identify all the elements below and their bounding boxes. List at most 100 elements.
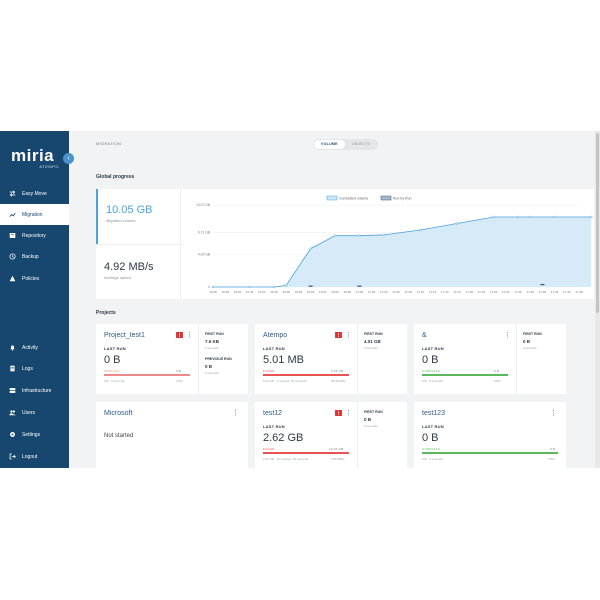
status-badge: COMPLETE bbox=[422, 369, 441, 373]
kebab-menu-icon[interactable]: ⋮ bbox=[550, 410, 557, 417]
toggle-objects[interactable]: OBJECTS bbox=[351, 142, 371, 146]
cumulated-point bbox=[419, 228, 422, 232]
sidebar-item-infrastructure[interactable]: Infrastructure bbox=[0, 380, 69, 401]
run-progress-fill bbox=[104, 374, 190, 376]
status-badge: FAILED bbox=[263, 447, 275, 451]
last-run-value: 0 B bbox=[422, 354, 439, 366]
kebab-menu-icon[interactable]: ⋮ bbox=[345, 332, 352, 339]
project-card[interactable]: & ⋮ LAST RUN 0 B COMPLETE 0 B 0 B · 0 se… bbox=[414, 324, 566, 394]
x-tick-label: 17:34 bbox=[563, 290, 571, 294]
x-tick-label: 16:48 bbox=[282, 290, 290, 294]
status-volume: 10.07 GB bbox=[329, 447, 344, 451]
x-tick-label: 17:06 bbox=[392, 290, 400, 294]
toggle-volume[interactable]: VOLUME bbox=[314, 140, 345, 149]
first-run-duration: 0 seconds bbox=[523, 346, 537, 350]
x-tick-label: 17:22 bbox=[490, 290, 498, 294]
run-progress-fill bbox=[263, 452, 349, 454]
x-tick-label: 16:38 bbox=[221, 290, 229, 294]
project-card[interactable]: test123 ⋮ LAST RUN 0 B COMPLETE 0 B 0 B … bbox=[414, 402, 566, 468]
x-tick-label: 16:40 bbox=[234, 290, 242, 294]
volume-objects-toggle[interactable]: VOLUME OBJECTS bbox=[313, 139, 379, 150]
project-card[interactable]: test12 ⋮ LAST RUN 2.62 GB FAILED 10.07 G… bbox=[255, 402, 407, 468]
project-card[interactable]: Atempo ⋮ LAST RUN 5.01 MB FAILED 5.01 KB… bbox=[255, 324, 407, 394]
progress-stats: 10.05 GB Migrated volume 4.92 MB/s Avera… bbox=[96, 189, 181, 299]
x-tick-label: 17:24 bbox=[502, 290, 510, 294]
status-badge: COMPLETE bbox=[422, 447, 441, 451]
project-card[interactable]: Project_test1 ⋮ LAST RUN 0 B WARNING 0 B… bbox=[96, 324, 248, 394]
sidebar-item-logs[interactable]: Logs bbox=[0, 358, 69, 379]
first-run-label: FIRST RUN bbox=[523, 332, 542, 336]
first-run-label: FIRST RUN bbox=[364, 410, 383, 414]
run-history: FIRST RUN 0 B 0 seconds bbox=[516, 324, 566, 394]
project-name[interactable]: test12 bbox=[263, 410, 283, 417]
breadcrumb: MIGRATION bbox=[96, 141, 122, 146]
server-icon bbox=[8, 387, 16, 395]
previous-run-label: PREVIOUS RUN bbox=[205, 357, 232, 361]
kebab-menu-icon[interactable]: ⋮ bbox=[504, 332, 511, 339]
global-progress-card: 10.05 GB Migrated volume 4.92 MB/s Avera… bbox=[96, 189, 594, 299]
x-tick-label: 16:56 bbox=[331, 290, 339, 294]
scrollbar[interactable] bbox=[595, 131, 600, 468]
cumulated-point bbox=[516, 215, 520, 219]
x-tick-label: 16:36 bbox=[209, 290, 217, 294]
first-run-value: 7.6 KB bbox=[205, 339, 220, 344]
y-tick-label: 10.07 GB bbox=[196, 203, 211, 207]
sidebar-item-label: Users bbox=[22, 409, 36, 416]
y-tick-label: 0 bbox=[208, 285, 210, 289]
kebab-menu-icon[interactable]: ⋮ bbox=[186, 332, 193, 339]
sidebar-item-backup[interactable]: Backup bbox=[0, 246, 69, 267]
project-card[interactable]: Microsoft ⋮ Not started bbox=[96, 402, 248, 468]
sidebar-item-repository[interactable]: Repository bbox=[0, 225, 69, 246]
sidebar-item-logout[interactable]: Logout bbox=[0, 446, 69, 467]
last-run-value: 0 B bbox=[422, 432, 439, 444]
run-speed: 45.39 KB/s bbox=[331, 379, 346, 383]
migrated-volume-stat: 10.05 GB Migrated volume bbox=[96, 189, 181, 244]
project-name[interactable]: Atempo bbox=[263, 332, 288, 339]
last-run-label: LAST RUN bbox=[422, 424, 444, 429]
box-icon bbox=[8, 232, 16, 240]
x-tick-label: 17:02 bbox=[368, 290, 376, 294]
kebab-menu-icon[interactable]: ⋮ bbox=[345, 410, 352, 417]
run-history: FIRST RUN 0 B 0 seconds bbox=[357, 402, 407, 468]
run-progress-bar bbox=[104, 374, 190, 376]
alert-icon bbox=[335, 410, 342, 416]
cumulated-point bbox=[284, 284, 288, 287]
sidebar-item-users[interactable]: Users bbox=[0, 402, 69, 423]
sidebar-item-label: Logs bbox=[22, 365, 33, 372]
run-history: FIRST RUN 4.01 GB 0 seconds bbox=[357, 324, 407, 394]
run-speed: 0 B/s bbox=[494, 379, 501, 383]
first-run-label: FIRST RUN bbox=[205, 332, 224, 336]
sidebar-item-activity[interactable]: Activity bbox=[0, 337, 69, 358]
x-tick-label: 17:18 bbox=[465, 290, 473, 294]
chevron-left-icon[interactable]: ‹ bbox=[63, 153, 74, 164]
average-speed-value: 4.92 MB/s bbox=[104, 261, 154, 273]
cumulated-point bbox=[333, 234, 337, 237]
progress-chart: Cumulated volume Run by Run 10.07 GB 6.71 G… bbox=[181, 189, 594, 299]
cumulated-area bbox=[213, 216, 592, 287]
project-name[interactable]: & bbox=[422, 332, 427, 339]
cumulated-point bbox=[553, 215, 556, 219]
project-name[interactable]: Project_test1 bbox=[104, 332, 145, 339]
first-run-value: 0 B bbox=[523, 339, 531, 344]
project-name[interactable]: test123 bbox=[422, 410, 445, 417]
cumulated-point bbox=[248, 285, 251, 289]
project-name[interactable]: Microsoft bbox=[104, 410, 133, 417]
last-run-value: 2.62 GB bbox=[263, 432, 304, 444]
sidebar-item-label: Settings bbox=[22, 431, 41, 438]
x-tick-label: 17:10 bbox=[417, 290, 425, 294]
run-progress-bar bbox=[422, 374, 508, 376]
x-tick-label: 17:14 bbox=[441, 290, 449, 294]
status-volume: 0 B bbox=[176, 369, 182, 373]
run-meta: 0 B · 0 seconds bbox=[104, 379, 125, 383]
x-tick-label: 16:46 bbox=[270, 290, 278, 294]
projects-title: Projects bbox=[96, 310, 116, 316]
sidebar-item-settings[interactable]: Settings bbox=[0, 424, 69, 445]
cumulated-point bbox=[272, 285, 276, 289]
scroll-thumb[interactable] bbox=[596, 133, 599, 313]
arrows-icon bbox=[8, 190, 16, 198]
first-run-value: 0 B bbox=[364, 417, 372, 422]
kebab-menu-icon[interactable]: ⋮ bbox=[232, 410, 239, 417]
sidebar-item-migration[interactable]: Migration bbox=[0, 204, 69, 225]
sidebar-item-easy-move[interactable]: Easy Move bbox=[0, 183, 69, 204]
sidebar-item-policies[interactable]: Policies bbox=[0, 268, 69, 289]
